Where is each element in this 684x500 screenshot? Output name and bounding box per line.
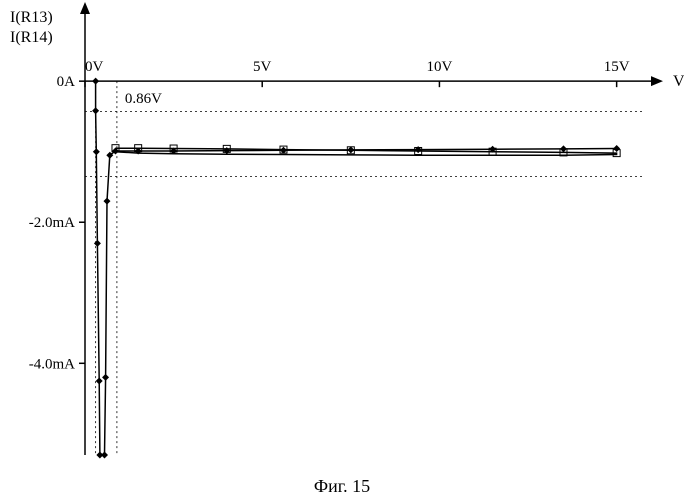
series-1-marker [101, 452, 108, 459]
chart-svg: 0V 5V 10V 15V V2 0A -2.0mA -4.0mA I(R13) I(R14) 0.… [0, 0, 684, 500]
y-tick-label: -4.0mA [29, 356, 75, 372]
y-axis-title-1: I(R13) [10, 9, 53, 26]
series-1-marker [93, 148, 100, 155]
x-tick-label: 5V [253, 59, 272, 75]
y-tick-label: 0A [57, 74, 76, 90]
x-tick-label: 0V [85, 59, 104, 75]
series-1-marker [613, 145, 620, 152]
chart-container: 0V 5V 10V 15V V2 0A -2.0mA -4.0mA I(R13) I(R14) 0.… [0, 0, 684, 500]
series-1-marker [92, 78, 99, 85]
y-axis-arrow [80, 2, 90, 14]
y-axis-title-2: I(R14) [10, 29, 53, 46]
series-1-marker [103, 198, 110, 205]
y-tick-label: -2.0mA [29, 215, 75, 231]
annotation-label: 0.86V [125, 91, 162, 107]
x-tick-label: 15V [604, 59, 630, 75]
x-axis-title: V2 [673, 73, 684, 90]
series-1-marker [96, 377, 103, 384]
series-1-marker [92, 107, 99, 114]
x-tick-label: 10V [427, 59, 453, 75]
series-1-marker [102, 374, 109, 381]
series-1-marker [94, 240, 101, 247]
figure-caption: Фиг. 15 [314, 476, 370, 496]
x-axis-arrow [651, 76, 663, 86]
series-1-line [96, 81, 617, 455]
